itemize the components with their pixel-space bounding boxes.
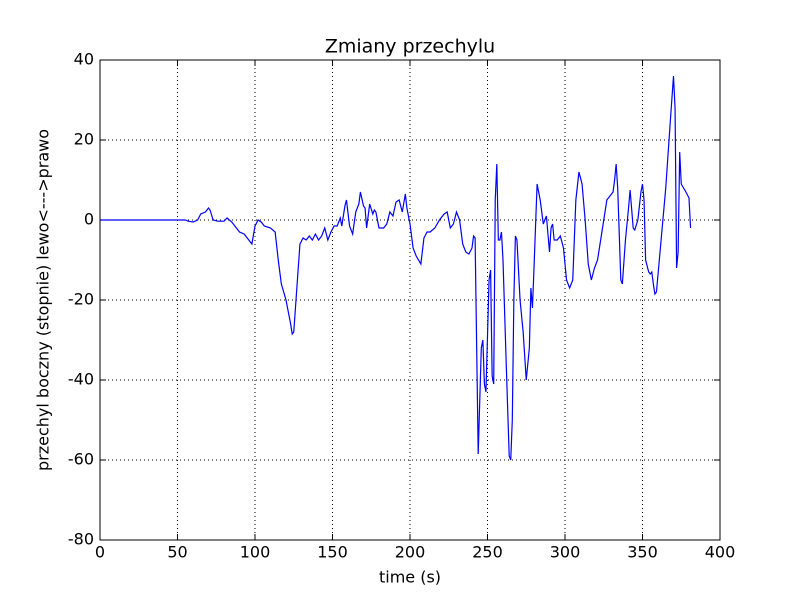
x-tick-label: 150 bbox=[317, 543, 348, 562]
x-tick-label: 350 bbox=[627, 543, 658, 562]
y-tick-label: 20 bbox=[74, 130, 94, 149]
y-tick-label: 40 bbox=[74, 50, 94, 69]
y-tick-label: -40 bbox=[68, 370, 94, 389]
y-tick-label: 0 bbox=[84, 210, 94, 229]
y-tick-label: -80 bbox=[68, 530, 94, 549]
y-axis-label: przechyl boczny (stopnie) lewo<--->prawo bbox=[34, 129, 53, 471]
x-tick-label: 250 bbox=[472, 543, 503, 562]
x-tick-label: 50 bbox=[167, 543, 187, 562]
x-tick-label: 300 bbox=[550, 543, 581, 562]
y-tick-label: -20 bbox=[68, 290, 94, 309]
y-tick-label: -60 bbox=[68, 450, 94, 469]
x-axis-label: time (s) bbox=[379, 568, 441, 587]
x-tick-label: 0 bbox=[95, 543, 105, 562]
plot-frame bbox=[99, 59, 721, 541]
x-tick-label: 100 bbox=[240, 543, 271, 562]
x-tick-label: 400 bbox=[705, 543, 736, 562]
chart-title: Zmiany przechylu bbox=[325, 36, 495, 58]
data-line bbox=[100, 75, 692, 461]
x-tick-label: 200 bbox=[395, 543, 426, 562]
